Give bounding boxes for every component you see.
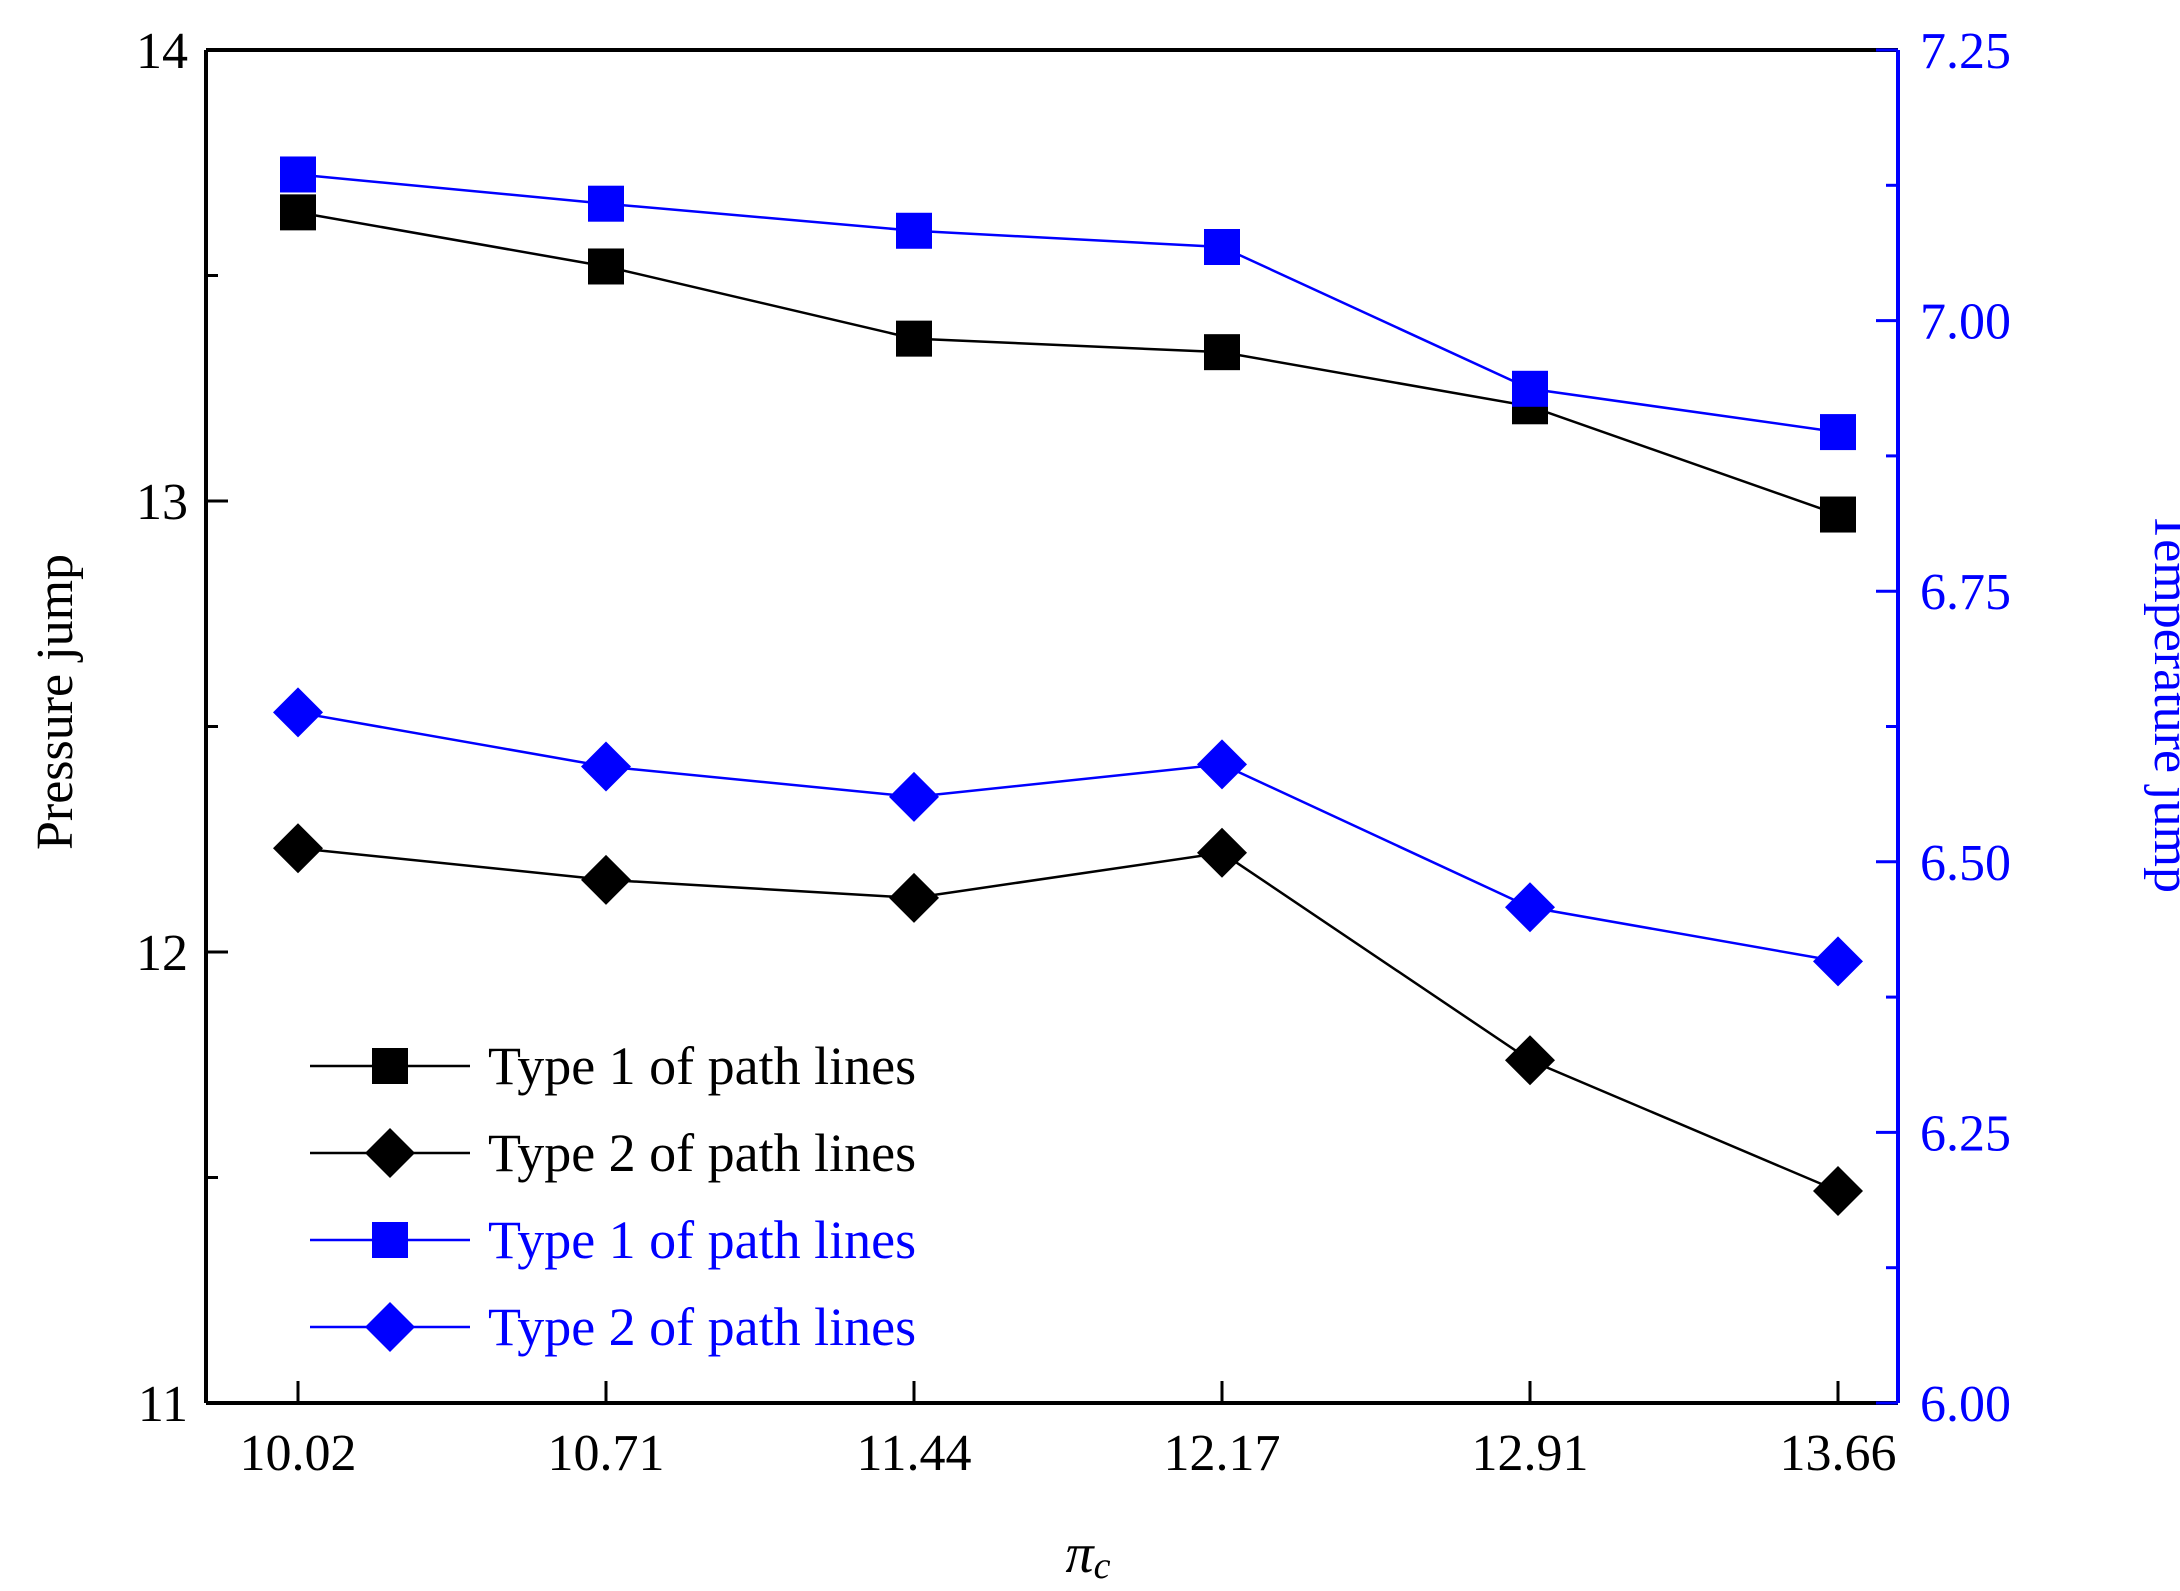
x-tick-label: 11.44 xyxy=(856,1425,971,1482)
series-line-4 xyxy=(297,711,1839,963)
series-1-point xyxy=(588,248,624,285)
x-axis-title: πc xyxy=(1066,1523,1111,1587)
series-1-point xyxy=(1204,334,1240,371)
y-right-tick-label: 7.00 xyxy=(1920,294,2011,351)
y-axis-left-title: Pressure jump xyxy=(27,554,84,850)
plot-marks xyxy=(273,156,1863,1217)
x-tick-label: 12.17 xyxy=(1164,1425,1281,1482)
series-4-point xyxy=(1813,936,1863,987)
series-2-point xyxy=(1197,827,1247,878)
x-tick-label: 12.91 xyxy=(1472,1425,1589,1482)
series-3-point xyxy=(588,185,624,222)
legend-marker-3 xyxy=(372,1222,408,1258)
y-right-tick-label: 6.50 xyxy=(1920,835,2011,892)
y-left-tick-label: 11 xyxy=(138,1376,188,1433)
legend-marker-4 xyxy=(365,1302,415,1352)
x-axis-title-main: π xyxy=(1066,1523,1096,1585)
series-4-point xyxy=(273,687,323,738)
series-2-point xyxy=(1505,1035,1555,1086)
series-2-point xyxy=(581,854,631,905)
axes: 11 12 13 14 6.00 6.25 6.50 6.75 7.00 7.25 10.02 10.… xyxy=(136,23,2011,1482)
y-left-tick-label: 13 xyxy=(136,474,188,531)
legend-marker-2 xyxy=(365,1128,415,1178)
series-1-point xyxy=(280,194,316,231)
series-2-point xyxy=(273,823,323,874)
x-tick-label: 10.02 xyxy=(240,1425,357,1482)
series-line-3 xyxy=(297,173,1839,434)
series-3-point xyxy=(280,156,316,193)
series-1-point xyxy=(1820,496,1856,533)
series-4-point xyxy=(581,741,631,792)
legend-label-2: Type 2 of path lines xyxy=(488,1123,916,1183)
legend-marker-1 xyxy=(372,1048,408,1084)
y-right-tick-label: 7.25 xyxy=(1920,23,2011,80)
y-right-tick-label: 6.00 xyxy=(1920,1376,2011,1433)
x-tick-label: 10.71 xyxy=(548,1425,665,1482)
series-4-point xyxy=(1197,739,1247,790)
y-left-tick-label: 12 xyxy=(136,925,188,982)
y-left-tick-label: 14 xyxy=(136,23,188,80)
series-2-point xyxy=(889,872,939,923)
series-3-point xyxy=(1512,370,1548,407)
y-right-tick-label: 6.75 xyxy=(1920,564,2011,621)
x-axis-title-sub: c xyxy=(1094,1545,1111,1587)
series-line-1 xyxy=(297,211,1839,516)
legend-label-1: Type 1 of path lines xyxy=(488,1036,916,1096)
series-2-point xyxy=(1813,1166,1863,1217)
x-tick-label: 13.66 xyxy=(1780,1425,1897,1482)
series-4-point xyxy=(889,771,939,822)
legend-label-4: Type 2 of path lines xyxy=(488,1297,916,1357)
series-3-point xyxy=(1204,228,1240,265)
series-line-2 xyxy=(297,847,1839,1193)
y-right-tick-label: 6.25 xyxy=(1920,1105,2011,1162)
legend-label-3: Type 1 of path lines xyxy=(488,1210,916,1270)
y-axis-right-title: Temperature jump xyxy=(2143,511,2180,893)
series-3-point xyxy=(1820,414,1856,451)
series-3-point xyxy=(896,212,932,249)
series-4-point xyxy=(1505,882,1555,933)
legend: Type 1 of path lines Type 2 of path lines… xyxy=(310,1036,916,1357)
series-1-point xyxy=(896,320,932,357)
